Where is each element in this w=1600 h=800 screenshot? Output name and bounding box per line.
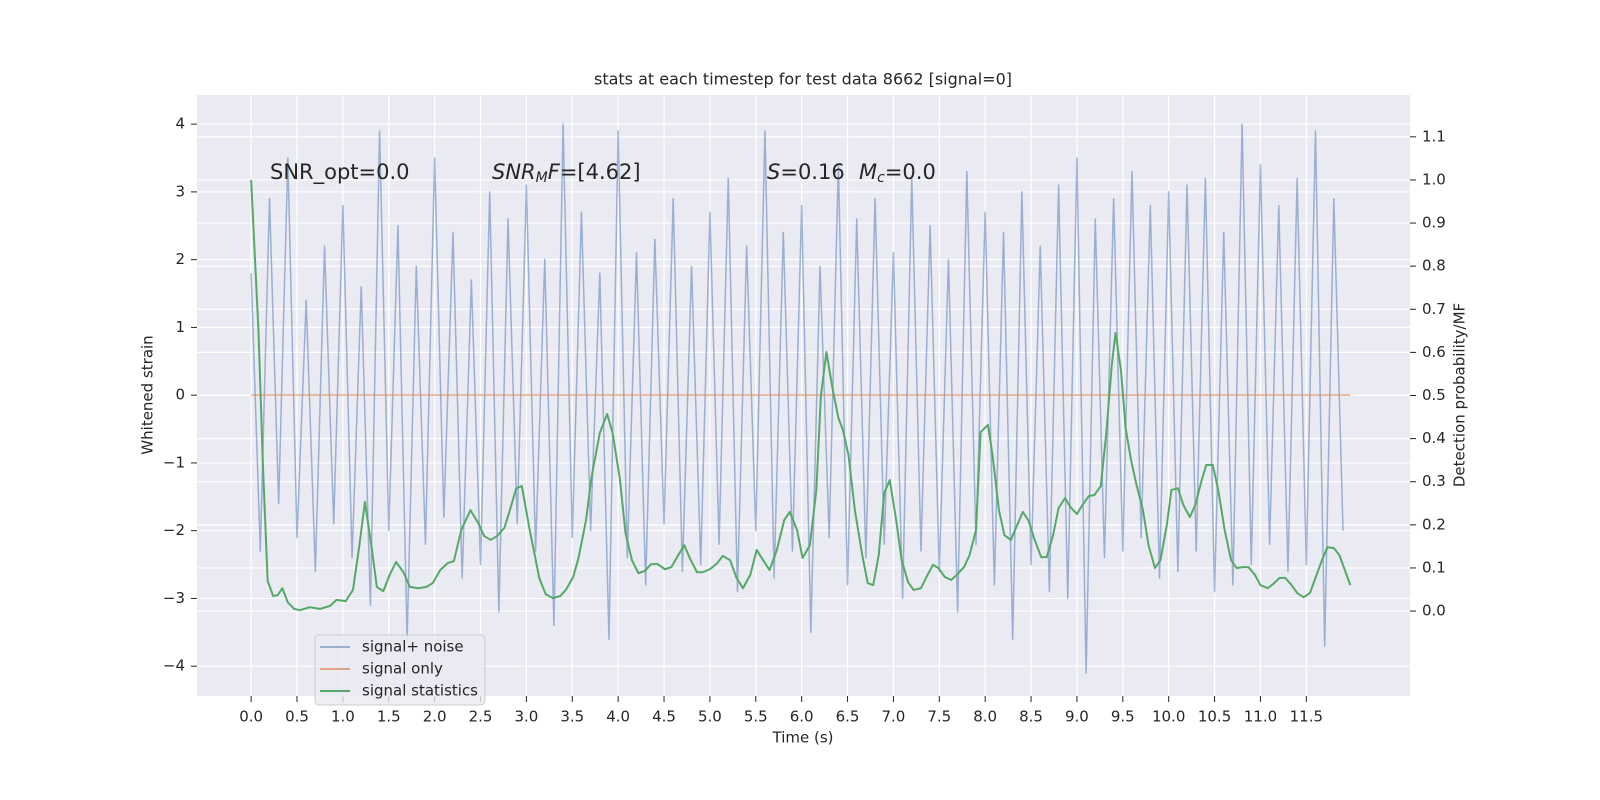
y2-tick-label: 0.1: [1422, 558, 1446, 576]
series-line: [250, 179, 1352, 612]
x-tick-label: 9.5: [1111, 708, 1135, 726]
y2-tick-label: 1.1: [1422, 127, 1446, 145]
annotation-part: F: [548, 160, 561, 184]
y2-axis-label: Detection probability/MF: [1451, 303, 1469, 487]
x-tick-label: 10.0: [1152, 708, 1185, 726]
annotation-part: =[4.62]: [560, 160, 641, 184]
x-tick-label: 9.0: [1065, 708, 1089, 726]
y-tick-label: −4: [163, 657, 185, 675]
x-tick-label: 6.0: [790, 708, 814, 726]
x-tick-label: 2.0: [423, 708, 447, 726]
y-tick-label: 2: [175, 250, 185, 268]
annotation-part: S: [767, 160, 780, 184]
x-tick-label: 4.5: [652, 708, 676, 726]
y-tick-label: 3: [175, 182, 185, 200]
legend-label: signal only: [362, 660, 443, 678]
x-tick-label: 0.5: [285, 708, 309, 726]
y2-tick-label: 0.3: [1422, 472, 1446, 490]
y-tick-label: −3: [163, 589, 185, 607]
y2-tick-label: 0.9: [1422, 214, 1446, 232]
y2-tick-label: 0.7: [1422, 300, 1446, 318]
chart-title: stats at each timestep for test data 866…: [594, 70, 1012, 89]
x-tick-label: 7.0: [881, 708, 905, 726]
annotation: Mc=0.0: [859, 160, 936, 186]
x-axis-label: Time (s): [772, 729, 834, 747]
annotation: S=0.16: [767, 160, 845, 184]
annotation-part: M: [536, 170, 548, 186]
series-line: [250, 123, 1344, 674]
y-tick-label: 0: [175, 386, 185, 404]
marks: [250, 123, 1352, 674]
x-tick-label: 1.5: [377, 708, 401, 726]
y2-tick-label: 0.8: [1422, 257, 1446, 275]
y-tick-label: 4: [175, 115, 185, 133]
x-tick-label: 8.0: [973, 708, 997, 726]
y2-tick-label: 0.6: [1422, 343, 1446, 361]
y-tick-label: −1: [163, 453, 185, 471]
annotation-part: =0.0: [885, 160, 936, 184]
x-tick-label: 4.0: [606, 708, 630, 726]
x-tick-label: 3.5: [560, 708, 584, 726]
y-tick-label: 1: [175, 318, 185, 336]
axes: 0.0 0.5 1.0 1.5 2.0 2.5 3.0 3.5 4.0 4.5 5.0 5.5 6.0 6…: [163, 115, 1446, 726]
legend-label: signal+ noise: [362, 638, 464, 656]
x-tick-label: 7.5: [927, 708, 951, 726]
x-tick-label: 1.0: [331, 708, 355, 726]
annotation-part: M: [859, 160, 877, 184]
y2-tick-label: 0.5: [1422, 386, 1446, 404]
y2-tick-label: 0.0: [1422, 602, 1446, 620]
legend-box: [314, 634, 486, 706]
x-tick-label: 5.5: [744, 708, 768, 726]
x-tick-label: 2.5: [469, 708, 493, 726]
legend-label: signal statistics: [362, 682, 478, 700]
annotation-part: SNR_opt=0.0: [270, 160, 410, 185]
y-axis-label: Whitened strain: [139, 335, 157, 454]
annotation: SNRMF=[4.62]: [492, 160, 641, 186]
x-tick-label: 11.5: [1290, 708, 1323, 726]
annotation-part: SNR: [492, 160, 536, 184]
x-tick-label: 5.0: [698, 708, 722, 726]
x-tick-label: 0.0: [239, 708, 263, 726]
x-tick-label: 3.0: [514, 708, 538, 726]
x-tick-label: 8.5: [1019, 708, 1043, 726]
x-tick-label: 6.5: [836, 708, 860, 726]
annotation-part: c: [877, 170, 885, 186]
x-tick-label: 11.0: [1244, 708, 1277, 726]
y2-tick-label: 0.2: [1422, 515, 1446, 533]
annotation-part: =0.16: [780, 160, 844, 184]
annotation: SNR_opt=0.0: [270, 160, 410, 185]
y-tick-label: −2: [163, 521, 185, 539]
y2-tick-label: 0.4: [1422, 429, 1446, 447]
x-tick-label: 10.5: [1198, 708, 1231, 726]
y2-tick-label: 1.0: [1422, 170, 1446, 188]
